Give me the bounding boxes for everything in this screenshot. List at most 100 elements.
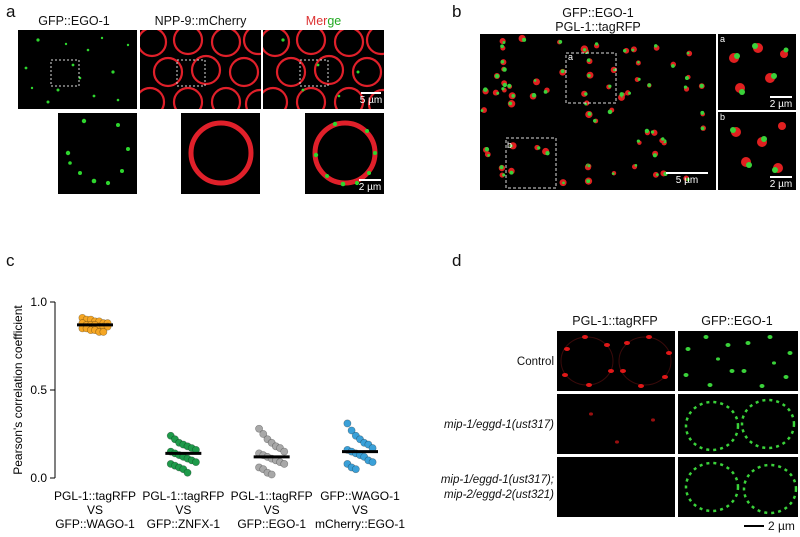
granule-gfp (594, 42, 599, 46)
data-point (280, 460, 289, 468)
panel-d-control-gfp (678, 331, 798, 391)
granule-gfp (584, 92, 588, 96)
merge-title-red: Mer (305, 14, 328, 28)
mip1-gfp-image (684, 398, 796, 452)
granule-gfp (587, 164, 591, 168)
panel-d-mip1-rfp (557, 394, 675, 454)
scalebar-line (359, 179, 381, 181)
panel-d-mip1-gfp (678, 394, 798, 454)
data-point (368, 458, 377, 467)
y-tick-label: 0.0 (30, 471, 47, 485)
scalebar-label: 2 µm (769, 99, 793, 110)
granule-gfp (562, 181, 565, 185)
panel-a-npp9-zoom (181, 113, 260, 194)
npp9-zoom-image (188, 120, 254, 186)
granule-gfp (545, 151, 550, 156)
data-point (99, 328, 108, 336)
panel-b-title-line2: PGL-1::tagRFP (555, 20, 641, 34)
granule-gfp (619, 92, 624, 97)
granule-gfp (586, 58, 591, 62)
x-category-label: PGL-1::tagRFP (142, 489, 224, 503)
scalebar-label: 2 µm (358, 182, 382, 193)
panel-a-scalebar-bottom: 2 µm (357, 179, 383, 193)
merge-zoom-image (312, 120, 378, 187)
granule-gfp (500, 44, 505, 49)
scalebar-line (770, 96, 792, 98)
granule-gfp (502, 173, 506, 177)
panel-b-inset-a: a 2 µm (718, 34, 796, 110)
granule-gfp (484, 147, 490, 152)
granule-gfp (509, 144, 513, 148)
granule-gfp (496, 91, 500, 95)
pearson-scatter-chart: 0.0 0.5 1.0 Pearson's correlation coefficie… (11, 295, 405, 531)
granule-gfp (558, 40, 563, 44)
x-category-label: VS (175, 503, 191, 517)
x-category-label: VS (352, 503, 368, 517)
granule-gfp (494, 73, 500, 79)
panel-a-title-npp9: NPP-9::mCherry (154, 14, 247, 28)
double-rfp-image (557, 457, 675, 517)
panel-a-title-merge: Merge (263, 14, 384, 28)
data-point (183, 468, 192, 477)
inset-a-label: a (720, 34, 726, 44)
panel-d-col1-title: PGL-1::tagRFP (572, 314, 658, 328)
data-point (280, 447, 289, 456)
x-category-label: GFP::WAGO-1 (320, 489, 400, 503)
control-gfp-image (683, 335, 793, 388)
panel-b-inset-b: b 2 µm (718, 112, 796, 190)
panel-a-gfp-field (18, 30, 137, 109)
granule-gfp (636, 139, 641, 143)
panel-d-double-gfp (678, 457, 798, 517)
panel-d-row2-label: mip-1/eggd-1(ust317) (444, 419, 554, 431)
merge-title-green: ge (327, 14, 342, 28)
data-point (255, 424, 263, 433)
panel-d-row1-label: Control (516, 356, 554, 368)
x-category-label: VS (264, 503, 280, 517)
granule-gfp (522, 37, 527, 42)
y-tick-label: 1.0 (30, 295, 47, 309)
granule-gfp (611, 172, 615, 176)
panel-b-scalebar: 5 µm (664, 172, 710, 186)
panel-b-box-b-label: b (507, 140, 513, 150)
scalebar-line (361, 92, 381, 94)
inset-a-box (565, 52, 617, 104)
granule-gfp (686, 177, 690, 182)
panel-a-scalebar-top: 5 µm (359, 92, 383, 106)
granule-gfp (587, 73, 591, 78)
panel-a-merge-zoom: 2 µm (305, 113, 384, 194)
y-tick-label: 0.5 (30, 383, 47, 397)
panel-a-title-gfp-ego1: GFP::EGO-1 (38, 14, 110, 28)
granule-gfp (637, 60, 640, 64)
x-category-label: VS (87, 503, 103, 517)
granule-gfp (509, 170, 514, 175)
merge-field-image (263, 30, 384, 109)
data-point (343, 419, 352, 428)
panel-a-npp9-field (140, 30, 261, 109)
granule-gfp (644, 128, 650, 134)
granule-gfp (537, 146, 541, 150)
granule-gfp (671, 64, 675, 68)
granule-gfp (511, 94, 516, 98)
double-gfp-image (684, 461, 798, 515)
inset-b-scalebar: 2 µm (768, 176, 794, 190)
panel-d-double-rfp (557, 457, 675, 517)
granule-gfp (531, 93, 537, 98)
granule-gfp (700, 110, 705, 115)
granule-gfp (613, 68, 616, 72)
inset-b-box (505, 137, 557, 189)
npp9-field-image (140, 30, 261, 109)
gfp-field-image (24, 36, 130, 104)
granule-gfp (592, 118, 597, 123)
granule-gfp (650, 130, 655, 134)
panel-d-scalebar: 2 µm (744, 519, 800, 533)
granule-gfp (502, 41, 506, 44)
x-category-label: mCherry::EGO-1 (315, 517, 405, 531)
panel-a-gfp-zoom (58, 113, 137, 194)
granule-gfp (654, 44, 658, 48)
x-category-label: PGL-1::tagRFP (54, 489, 136, 503)
granule-gfp (607, 109, 613, 115)
granule-gfp (661, 137, 665, 141)
panel-b-box-a-label: a (568, 52, 574, 62)
inset-b-image (730, 122, 786, 173)
granule-gfp (480, 109, 484, 112)
